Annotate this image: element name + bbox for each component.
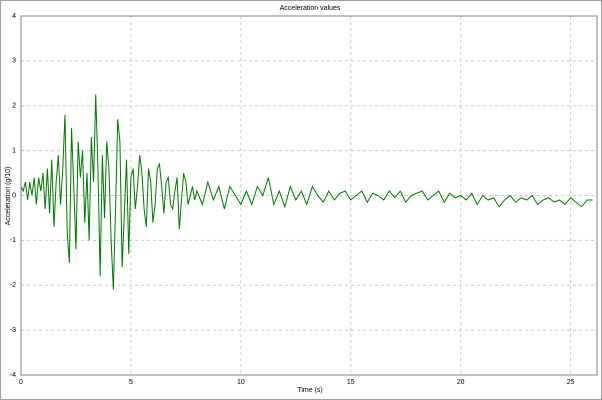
y-tick-label: 2 bbox=[12, 103, 16, 110]
y-tick-label: -3 bbox=[10, 327, 16, 334]
x-tick-label: 5 bbox=[129, 379, 133, 386]
x-tick-label: 0 bbox=[19, 379, 23, 386]
x-tick-label: 25 bbox=[567, 379, 575, 386]
y-tick-label: -1 bbox=[10, 237, 16, 244]
y-tick-label: -2 bbox=[10, 282, 16, 289]
x-axis-label: Time (s) bbox=[297, 387, 322, 394]
x-tick-label: 15 bbox=[347, 379, 355, 386]
y-tick-label: 4 bbox=[12, 13, 16, 20]
data-line bbox=[20, 94, 593, 290]
chart-title: Acceleration values bbox=[280, 5, 341, 12]
plot-border bbox=[20, 15, 598, 376]
y-tick-label: 1 bbox=[12, 147, 16, 154]
y-tick-label: 0 bbox=[12, 192, 16, 199]
y-axis-label: Acceleration (g/10) bbox=[5, 167, 12, 226]
y-tick-label: 3 bbox=[12, 58, 16, 65]
x-tick-label: 20 bbox=[457, 379, 465, 386]
y-tick-label: -4 bbox=[10, 372, 16, 379]
x-tick-label: 10 bbox=[237, 379, 245, 386]
